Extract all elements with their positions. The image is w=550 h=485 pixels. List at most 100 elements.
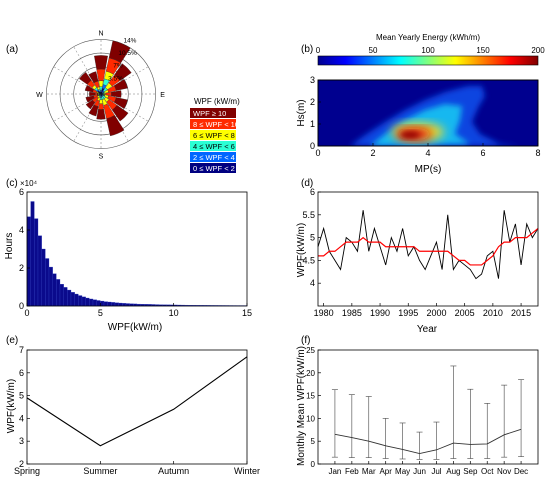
monthly-series (334, 428, 522, 454)
colorbar-title: Mean Yearly Energy (kWh/m) (376, 33, 480, 42)
rose-legend-swatch-3 (190, 141, 236, 151)
colorbar-tick-label-2: 100 (421, 46, 435, 55)
rose-legend-label-5: 0 ≤ WPF < 2 (193, 164, 235, 173)
histogram-bar-17 (89, 298, 94, 307)
x-tick-label-2: Mar (362, 467, 376, 476)
x-tick-label-4: 2000 (426, 308, 446, 318)
colorbar-ticks: 0 50 100 150 200 (316, 46, 545, 55)
x-tick-label-2: 4 (425, 148, 430, 158)
colorbar-tick-label-0: 0 (316, 46, 321, 55)
panel-a-wind-rose: (a) N E S W 3.5% 7% 10.5% 14% 0% WPF (kW/m) WPF ≥… (6, 30, 240, 173)
panel-e-seasonal-wpf: (e) Spring Summer Autumn Winter 2 3 4 5 6 7 WPF(k… (6, 335, 260, 476)
panel-f-label: (f) (301, 335, 310, 346)
heatmap-region-peak (400, 131, 420, 139)
histogram-bar-12 (70, 292, 75, 307)
rose-sector-13-bin-0 (84, 84, 94, 93)
seasonal-series (26, 356, 248, 447)
rose-radial-label-2: 10.5% (118, 50, 137, 57)
colorbar (317, 55, 539, 66)
rose-legend-label-2: 6 ≤ WPF < 8 (193, 131, 235, 140)
x-tick-label-0: 0 (24, 308, 29, 318)
x-tick-label-1: 5 (98, 308, 103, 318)
x-tick-label-9: Oct (481, 467, 494, 476)
histogram-bar-20 (100, 300, 105, 307)
yearly-ylabel: WPF(kW/m) (296, 223, 307, 277)
rose-sector-5-bin-0 (113, 97, 128, 109)
rose-legend-swatch-4 (190, 152, 236, 162)
rose-sector-2-bin-0 (114, 63, 132, 81)
rose-sector-1-bin-0 (108, 40, 131, 63)
rose-sector-8-bin-0 (96, 109, 106, 120)
histogram-bar-8 (56, 279, 61, 307)
seasonal-ylabel: WPF(kW/m) (6, 379, 17, 433)
x-tick-label-2: 1990 (370, 308, 390, 318)
y-tick-label-3: 3 (310, 75, 315, 85)
x-tick-label-5: 2005 (455, 308, 475, 318)
histogram-bar-2 (34, 218, 39, 307)
rose-radial-label-3: 14% (123, 37, 136, 44)
x-tick-label-4: May (395, 467, 410, 476)
histogram-bar-1 (30, 201, 35, 307)
rose-sector-8-bin-1 (98, 103, 104, 110)
y-tick-label-1: 2 (19, 263, 24, 273)
x-tick-label-7: Aug (446, 467, 460, 476)
plot-frame (26, 191, 248, 307)
rose-sector-3-bin-0 (113, 79, 128, 91)
histogram-bar-23 (111, 302, 116, 307)
rose-legend-swatch-0 (190, 108, 236, 118)
y-tick-label-5: 25 (306, 346, 315, 355)
yearly-series-0 (317, 210, 539, 280)
x-tick-label-1: Summer (83, 466, 117, 476)
histogram-bar-11 (67, 289, 72, 307)
y-tick-label-1: 1 (310, 119, 315, 129)
y-tick-label-1: 3 (19, 436, 24, 446)
heatmap-ylabel: Hs(m) (296, 99, 307, 126)
monthly-line (331, 365, 525, 460)
wind-rose-labels: N E S W 3.5% 7% 10.5% 14% 0% (36, 30, 165, 160)
yearly-lines (317, 210, 539, 280)
rose-sector-15-bin-0 (88, 71, 99, 84)
histogram-bar-21 (103, 301, 108, 307)
histogram-bars (26, 201, 248, 307)
y-tick-label-2: 10 (306, 414, 315, 423)
rose-radial-label-0: 3.5% (108, 75, 123, 82)
rose-sector-0-bin-1 (96, 68, 106, 82)
y-tick-label-0: 4 (310, 278, 315, 288)
rose-ring-3 (46, 39, 156, 149)
x-tick-label-1: 1985 (342, 308, 362, 318)
histogram-ylabel: Hours (4, 233, 15, 260)
x-tick-label-3: Apr (379, 467, 392, 476)
x-tick-label-1: 2 (370, 148, 375, 158)
rose-legend-label-4: 2 ≤ WPF < 4 (193, 153, 235, 162)
y-tick-label-1: 4.5 (302, 255, 315, 265)
rose-sector-4-bin-0 (111, 90, 122, 98)
rose-legend-label-3: 4 ≤ WPF < 6 (193, 142, 235, 151)
y-tick-label-4: 20 (306, 369, 315, 378)
panel-a-label: (a) (6, 44, 18, 55)
x-tick-label-3: 6 (480, 148, 485, 158)
plot-frame (317, 349, 539, 465)
x-tick-label-10: Nov (497, 467, 511, 476)
panel-c-label: (c) (6, 178, 18, 189)
histogram-axes: 0 5 10 15 0 2 4 6 (19, 187, 252, 318)
rose-legend-swatch-1 (190, 119, 236, 129)
monthly-axes: Jan Feb Mar Apr May Jun Jul Aug Sep Oct Nov Dec 0 5 10… (306, 346, 539, 476)
histogram-bar-19 (96, 300, 101, 307)
x-tick-label-8: Sep (463, 467, 478, 476)
rose-legend-label-0: WPF ≥ 10 (193, 109, 226, 118)
histogram-bar-24 (114, 302, 119, 307)
histogram-bar-9 (59, 283, 64, 307)
rose-sector-0-bin-0 (94, 55, 108, 70)
monthly-ylabel: Monthly Mean WPF(kW/m) (296, 346, 307, 466)
rose-direction-W: W (36, 92, 43, 99)
x-tick-label-11: Dec (514, 467, 528, 476)
rose-center-label: 0% (97, 92, 105, 98)
y-tick-label-2: 4 (19, 413, 24, 423)
y-tick-label-0: 0 (310, 141, 315, 151)
seasonal-axes: Spring Summer Autumn Winter 2 3 4 5 6 7 (14, 345, 260, 476)
rose-sector-0-bin-2 (98, 80, 104, 87)
y-tick-label-0: 2 (19, 459, 24, 469)
rose-sector-14-bin-0 (79, 72, 92, 85)
panel-d-label: (d) (301, 178, 313, 189)
